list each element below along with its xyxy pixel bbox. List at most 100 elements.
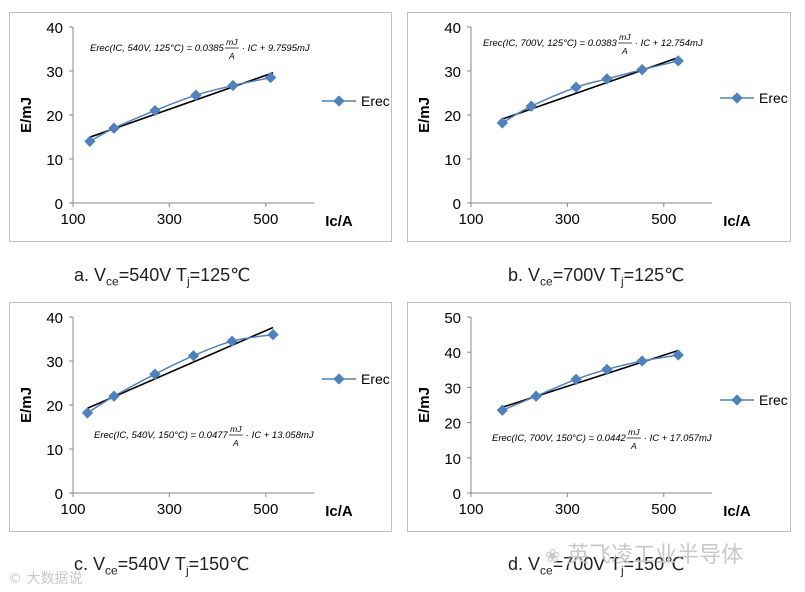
x-tick-label: 500 xyxy=(253,211,278,228)
fit-equation-unit-numerator: mJ xyxy=(619,32,631,42)
y-tick-label: 0 xyxy=(453,196,461,213)
erec-data-point xyxy=(530,390,542,402)
fit-equation-rhs: · IC + 13.058mJ xyxy=(246,430,314,441)
y-axis-label: E/mJ xyxy=(416,97,433,133)
erec-series-line xyxy=(87,333,274,414)
y-tick-label: 30 xyxy=(46,354,63,371)
legend-label: Erec xyxy=(361,93,390,109)
legend-marker xyxy=(333,95,345,107)
y-tick-label: 10 xyxy=(46,152,63,169)
chart-panel-a: 0 10 20 30 40 100 300 500 E/mJ Ic/A Erec Erec(IC, 5… xyxy=(9,12,392,242)
x-tick-label: 100 xyxy=(458,501,483,518)
x-tick-label: 500 xyxy=(253,501,278,518)
y-tick-label: 20 xyxy=(46,398,63,415)
fit-equation-rhs: · IC + 9.7595mJ xyxy=(242,43,310,54)
erec-data-point xyxy=(672,55,684,67)
fit-equation-rhs: · IC + 12.754mJ xyxy=(635,38,703,49)
chart-panel-b: 0 10 20 30 40 100 300 500 E/mJ Ic/A Erec Erec(IC, 7… xyxy=(407,12,791,242)
erec-data-point xyxy=(496,117,508,129)
erec-data-point xyxy=(601,363,613,376)
erec-data-point xyxy=(570,373,582,385)
caption-a: a. Vce=540V Tj=125℃ xyxy=(74,265,251,289)
chart-panel-c: 0 10 20 30 40 100 300 500 E/mJ Ic/A Erec Erec(IC, 5… xyxy=(9,302,392,532)
x-tick-label: 100 xyxy=(458,211,483,228)
caption-d: d. Vce=700V Tj=150℃ xyxy=(508,554,685,578)
x-tick-label: 300 xyxy=(157,501,182,518)
legend-marker xyxy=(731,394,743,406)
y-tick-label: 50 xyxy=(444,310,461,327)
x-axis-label: Ic/A xyxy=(723,503,751,520)
x-tick-label: 300 xyxy=(157,211,182,228)
y-tick-label: 0 xyxy=(55,486,63,503)
x-tick-label: 500 xyxy=(651,211,676,228)
y-axis-label: E/mJ xyxy=(18,97,35,133)
erec-data-point xyxy=(81,407,94,419)
legend-label: Erec xyxy=(759,392,788,408)
y-tick-label: 0 xyxy=(453,486,461,503)
x-tick-label: 300 xyxy=(555,211,580,228)
y-tick-label: 20 xyxy=(46,108,63,125)
caption-b: b. Vce=700V Tj=125℃ xyxy=(508,265,685,289)
y-tick-label: 40 xyxy=(444,345,461,362)
fit-equation-text: Erec(IC, 540V, 125°C) = 0.0385 xyxy=(90,43,225,54)
erec-data-point xyxy=(227,79,239,92)
y-tick-label: 40 xyxy=(46,20,63,37)
fit-equation-unit-denominator: A xyxy=(621,46,628,56)
fit-equation-unit-denominator: A xyxy=(228,51,235,61)
y-tick-label: 30 xyxy=(46,64,63,81)
erec-data-point xyxy=(226,335,238,347)
y-tick-label: 20 xyxy=(444,108,461,125)
y-tick-label: 40 xyxy=(444,20,461,37)
x-tick-label: 100 xyxy=(60,501,85,518)
x-axis-label: Ic/A xyxy=(723,213,751,230)
copyright-icon: © xyxy=(8,571,22,587)
fit-equation-rhs: · IC + 17.057mJ xyxy=(644,433,712,444)
y-axis-label: E/mJ xyxy=(18,387,35,423)
legend-label: Erec xyxy=(361,371,390,387)
y-tick-label: 0 xyxy=(55,196,63,213)
legend-marker xyxy=(731,92,743,104)
x-tick-label: 100 xyxy=(60,211,85,228)
fit-equation-text: Erec(IC, 700V, 125°C) = 0.0383 xyxy=(483,38,618,49)
erec-data-point xyxy=(496,404,508,416)
erec-data-point xyxy=(149,368,161,380)
erec-data-point xyxy=(601,73,613,85)
erec-data-point xyxy=(636,64,648,76)
wechat-icon: ❀ xyxy=(545,546,561,567)
y-tick-label: 30 xyxy=(444,64,461,81)
erec-data-point xyxy=(636,355,648,367)
fit-equation-unit-numerator: mJ xyxy=(628,427,640,437)
chart-c-svg: 0 10 20 30 40 100 300 500 E/mJ Ic/A Erec Erec(IC, 5… xyxy=(18,310,390,520)
fit-equation-unit-numerator: mJ xyxy=(226,37,238,47)
legend-label: Erec xyxy=(759,90,788,106)
fit-equation-unit-denominator: A xyxy=(232,438,239,448)
erec-series-line xyxy=(501,60,679,124)
y-tick-label: 10 xyxy=(444,451,461,468)
y-tick-label: 30 xyxy=(444,380,461,397)
x-axis-label: Ic/A xyxy=(325,213,353,230)
fit-line xyxy=(87,326,274,409)
fit-equation-unit-numerator: mJ xyxy=(230,424,242,434)
chart-panel-d: 0 10 20 30 40 50 100 300 500 E/mJ Ic/A Erec Erec(IC,… xyxy=(407,302,791,532)
watermark-right: ❀ 英飞凌工业半导体 xyxy=(545,543,744,568)
y-tick-label: 40 xyxy=(46,310,63,327)
fit-equation-unit-denominator: A xyxy=(630,441,637,451)
chart-a-svg: 0 10 20 30 40 100 300 500 E/mJ Ic/A Erec Erec(IC, 5… xyxy=(18,20,390,230)
chart-b-svg: 0 10 20 30 40 100 300 500 E/mJ Ic/A Erec Erec(IC, 7… xyxy=(416,20,788,230)
y-tick-label: 10 xyxy=(444,152,461,169)
erec-data-point xyxy=(264,71,277,84)
fit-equation-text: Erec(IC, 540V, 150°C) = 0.0477 xyxy=(94,430,229,441)
fit-equation-text: Erec(IC, 700V, 150°C) = 0.0442 xyxy=(492,433,627,444)
erec-data-point xyxy=(108,390,120,402)
x-axis-label: Ic/A xyxy=(325,503,353,520)
y-tick-label: 20 xyxy=(444,416,461,433)
legend-marker xyxy=(333,373,345,385)
caption-c: c. Vce=540V Tj=150℃ xyxy=(74,554,250,578)
erec-series-line xyxy=(89,76,271,143)
y-axis-label: E/mJ xyxy=(416,387,433,423)
erec-series-line xyxy=(502,354,679,411)
erec-data-point xyxy=(149,104,161,117)
y-tick-label: 10 xyxy=(46,442,63,459)
watermark-left: © 大数据说 xyxy=(8,571,83,587)
erec-data-point xyxy=(84,135,96,148)
